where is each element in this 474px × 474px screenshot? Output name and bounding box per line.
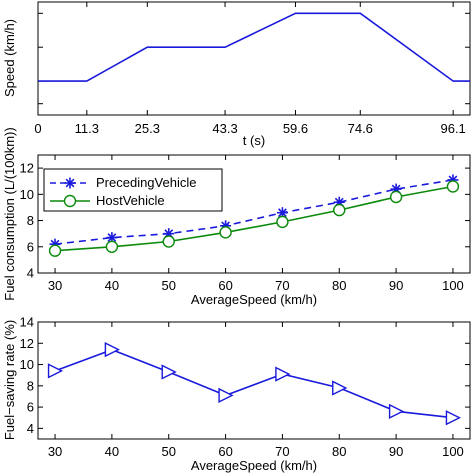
- fuel-legend: PrecedingVehicle HostVehicle: [43, 168, 223, 212]
- fuel-series-0-point-1-stroke-3: [107, 233, 117, 243]
- legend-label-host: HostVehicle: [96, 193, 165, 208]
- saving-series-0-point-5: [332, 380, 348, 396]
- saving-series-0-point-7: [445, 410, 462, 426]
- speed-series-0-line: [38, 12, 470, 82]
- saving-x-tick-label-6: 90: [389, 444, 403, 459]
- fuel-series-1-point-4: [276, 215, 289, 229]
- fuel-x-tick-label-3: 60: [218, 278, 232, 293]
- fuel-x-tick-label-4: 70: [275, 278, 289, 293]
- saving-x-tick-label-7: 100: [442, 444, 464, 459]
- saving-x-tick-label-5: 80: [332, 444, 346, 459]
- speed-y-axis-label: Speed (km/h): [2, 19, 17, 97]
- saving-x-tick-label-4: 70: [275, 444, 289, 459]
- speed-x-tick-label-6: 96.1: [440, 121, 465, 136]
- speed-x-axis-label: t (s): [243, 133, 265, 148]
- fuel-series-1-line: [55, 185, 454, 252]
- saving-x-tick-label-0: 30: [48, 444, 62, 459]
- fuel-marks: 30 40 50 60 70 80 90 100 4 6 8 10 12: [20, 155, 470, 293]
- legend-marker-preceding: [64, 177, 76, 189]
- fuel-series-1-point-0: [48, 244, 62, 257]
- fuel-y-axis-label: Fuel consumption (L/(100km)): [2, 127, 17, 300]
- legend-marker-host: [63, 194, 77, 208]
- fuel-y-tick-label-3: 10: [20, 187, 34, 202]
- fuel-series-1-point-6: [389, 190, 403, 204]
- fuel-y-tick-label-4: 12: [20, 161, 34, 176]
- fuel-x-tick-label-5: 80: [332, 278, 346, 293]
- fuel-series-1-point-5: [333, 203, 346, 217]
- saving-series-0-point-3: [218, 387, 234, 404]
- saving-series-0-point-1: [104, 342, 120, 358]
- fuel-x-tick-label-0: 30: [48, 278, 62, 293]
- speed-plot-frame: [37, 1, 471, 116]
- fuel-x-tick-label-6: 90: [389, 278, 403, 293]
- fuel-series-1-point-2: [162, 235, 175, 248]
- saving-y-tick-label-4: 12: [20, 336, 34, 351]
- saving-y-tick-label-5: 14: [20, 315, 34, 330]
- saving-series-0-point-4: [275, 366, 291, 382]
- speed-x-tick-label-1: 11.3: [75, 121, 99, 136]
- fuel-x-axis-label: AverageSpeed (km/h): [191, 292, 317, 307]
- legend-label-preceding: PrecedingVehicle: [96, 175, 196, 190]
- saving-x-tick-label-2: 50: [162, 444, 176, 459]
- speed-x-tick-label-4: 59.6: [283, 121, 308, 136]
- speed-chart: 0 11.3 25.3 43.3 59.6 74.6 96.1 Speed (km/h) t…: [2, 1, 471, 148]
- fuel-x-tick-label-7: 100: [442, 278, 464, 293]
- legend-circle-marker: [63, 194, 77, 208]
- saving-y-tick-label-1: 6: [27, 400, 34, 415]
- saving-series-0-point-6: [388, 403, 405, 419]
- saving-series-0-point-0: [47, 363, 64, 379]
- saving-plot-frame: [37, 321, 471, 440]
- saving-x-tick-label-1: 40: [105, 444, 119, 459]
- saving-y-tick-label-3: 10: [20, 357, 34, 372]
- saving-x-axis-label: AverageSpeed (km/h): [191, 458, 317, 473]
- speed-x-tick-label-0: 0: [34, 121, 41, 136]
- fuel-x-tick-label-2: 50: [162, 278, 176, 293]
- fuel-x-tick-label-1: 40: [105, 278, 119, 293]
- fuel-y-tick-label-0: 4: [27, 266, 34, 281]
- fuel-series-1-point-7: [446, 180, 460, 193]
- speed-x-tick-label-2: 25.3: [135, 121, 160, 136]
- speed-x-tick-label-5: 74.6: [348, 121, 373, 136]
- saving-marks: 30 40 50 60 70 80 90 100 4 6 8 10 12 14: [20, 315, 470, 459]
- saving-y-tick-label-2: 8: [27, 378, 34, 393]
- fuel-series-0-point-4-stroke-3: [278, 208, 287, 218]
- fuel-series-0-line: [55, 179, 454, 245]
- fuel-series-1-point-3: [219, 226, 232, 239]
- fuel-y-tick-label-1: 6: [27, 239, 34, 254]
- saving-x-tick-label-3: 60: [218, 444, 232, 459]
- fuel-saving-chart: 30 40 50 60 70 80 90 100 4 6 8 10 12 14 Fuel−saving r…: [2, 315, 471, 473]
- saving-y-axis-label: Fuel−saving rate (%): [2, 320, 17, 440]
- saving-series-0-point-2: [161, 364, 177, 380]
- speed-marks: 0 11.3 25.3 43.3 59.6 74.6 96.1: [34, 2, 470, 136]
- legend-star-marker-stroke-3: [65, 178, 75, 188]
- saving-y-tick-label-0: 4: [27, 421, 34, 436]
- fuel-y-tick-label-2: 8: [27, 213, 34, 228]
- saving-series-0-line: [54, 348, 453, 419]
- fuel-consumption-chart: 30 40 50 60 70 80 90 100 4 6 8 10 12 Fuel consumptio…: [2, 127, 471, 307]
- speed-x-tick-label-3: 43.3: [212, 121, 237, 136]
- fuel-series-1-point-1: [105, 240, 119, 253]
